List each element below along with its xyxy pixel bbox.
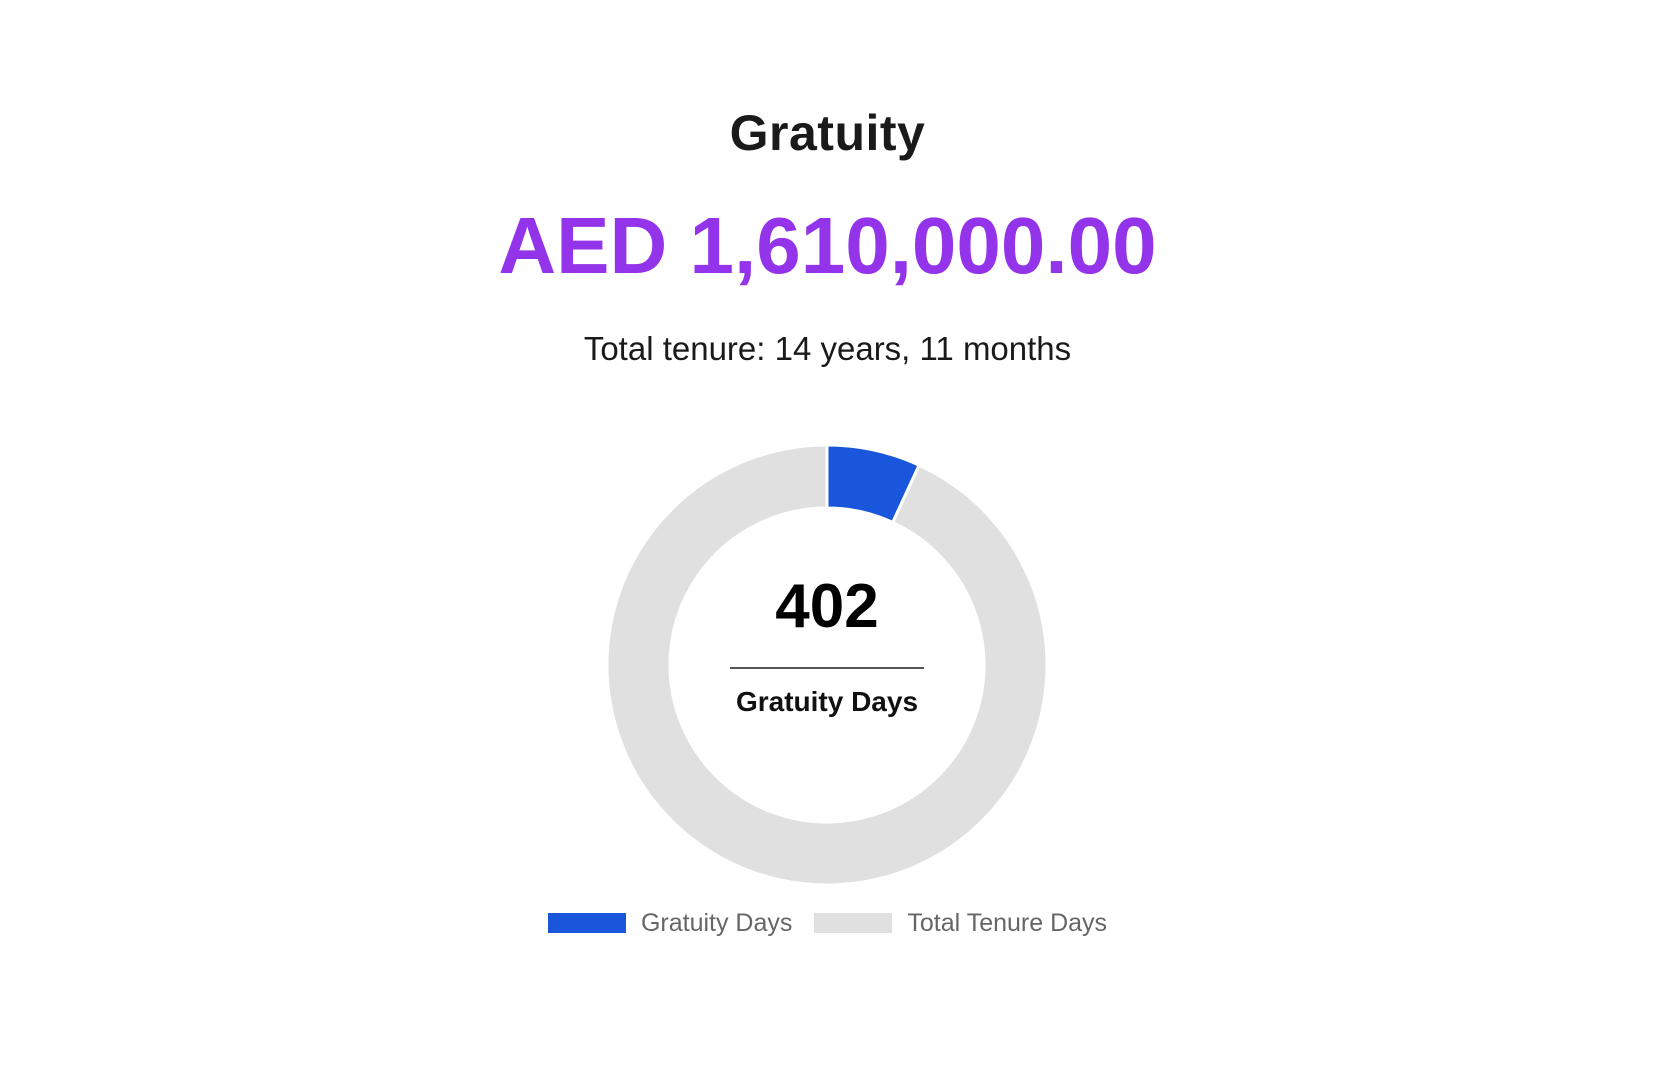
gratuity-amount: AED 1,610,000.00 [498,201,1157,290]
slice-total-tenure-days[interactable] [605,443,1049,887]
legend-swatch-gratuity-days [547,913,626,933]
legend-item-gratuity-days[interactable]: Gratuity Days [547,908,793,937]
tenure-text: Total tenure: 14 years, 11 months [583,330,1072,367]
center-label: Gratuity Days [735,686,919,717]
doughnut-svg [605,443,1049,887]
legend-label-gratuity-days: Gratuity Days [640,908,793,937]
center-value: 402 [775,572,879,641]
doughnut-chart: 402 Gratuity Days [590,428,1064,902]
legend-label-total-tenure-days: Total Tenure Days [907,908,1108,937]
center-divider [730,667,924,669]
legend-swatch-total-tenure-days [814,913,893,933]
chart-legend: Gratuity Days Total Tenure Days [0,907,1655,939]
legend-item-total-tenure-days[interactable]: Total Tenure Days [814,908,1108,937]
page-title: Gratuity [729,105,926,161]
